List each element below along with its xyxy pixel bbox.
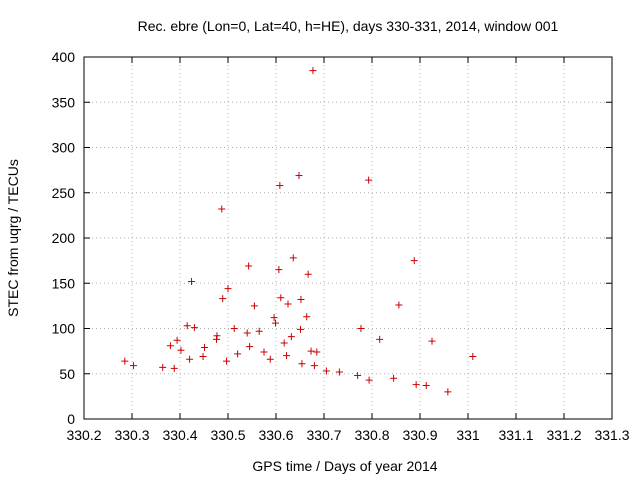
data-point (365, 376, 373, 384)
data-point (183, 322, 191, 330)
data-point (289, 254, 297, 262)
data-point (390, 374, 398, 382)
data-point (219, 295, 227, 303)
data-point (298, 360, 306, 368)
data-point (275, 266, 283, 274)
x-tick-label: 331.3 (594, 427, 629, 443)
data-point (412, 381, 420, 389)
y-tick-label: 0 (67, 411, 75, 427)
data-point (243, 329, 251, 337)
chart-title: Rec. ebre (Lon=0, Lat=40, h=HE), days 33… (138, 18, 559, 34)
y-tick-label: 200 (52, 230, 76, 246)
data-point (335, 368, 343, 376)
data-point (313, 348, 321, 356)
data-point (287, 333, 295, 341)
data-point (159, 363, 167, 371)
data-point (469, 353, 477, 361)
data-point (255, 327, 263, 335)
data-point (295, 172, 303, 180)
data-point (395, 301, 403, 309)
y-tick-label: 100 (52, 321, 76, 337)
data-point (283, 352, 291, 360)
data-point (224, 285, 232, 293)
data-point (121, 357, 129, 365)
y-tick-labels: 0 50 100 150 200 250 300 350 400 (52, 49, 76, 427)
data-point (234, 350, 242, 358)
data-point (303, 313, 311, 321)
data-point (230, 325, 238, 332)
x-tick-label: 331 (456, 427, 480, 443)
x-tick-label: 330.7 (306, 427, 341, 443)
data-point (280, 339, 288, 347)
data-point (186, 355, 194, 363)
data-point (276, 182, 284, 190)
y-tick-label: 300 (52, 140, 76, 156)
x-tick-labels: 330.2 330.3 330.4 330.5 330.6 330.7 330.8 330.9… (66, 427, 629, 443)
y-axis-label: STEC from uqrg / TECUs (5, 159, 21, 317)
data-point (200, 344, 208, 351)
data-point (376, 335, 384, 343)
data-point (129, 362, 137, 370)
data-point (296, 325, 304, 333)
x-tick-label: 330.5 (210, 427, 245, 443)
x-tick-label: 330.8 (354, 427, 389, 443)
data-points (121, 67, 477, 396)
data-point (260, 348, 268, 356)
data-point (310, 362, 318, 370)
data-point (223, 357, 231, 365)
data-point (277, 294, 285, 302)
data-point (245, 262, 253, 270)
grid-lines (84, 57, 612, 419)
data-point (410, 257, 418, 265)
data-point (304, 270, 312, 278)
y-tick-label: 250 (52, 185, 76, 201)
data-point (188, 277, 196, 285)
x-tick-label: 330.2 (66, 427, 101, 443)
data-point (428, 337, 436, 345)
data-point (166, 342, 174, 350)
data-point (246, 343, 254, 351)
data-point (177, 346, 185, 354)
y-tick-label: 400 (52, 49, 76, 65)
data-point (354, 372, 362, 380)
data-point (218, 205, 226, 213)
data-point (170, 364, 178, 372)
x-tick-label: 330.6 (258, 427, 293, 443)
data-point (266, 355, 274, 363)
data-point (444, 388, 452, 396)
data-point (199, 353, 207, 361)
data-point (307, 347, 315, 355)
data-point (297, 296, 305, 304)
data-point (284, 300, 292, 308)
data-point (322, 367, 330, 375)
data-point (365, 176, 373, 184)
x-tick-label: 330.9 (402, 427, 437, 443)
x-tick-label: 331.2 (546, 427, 581, 443)
x-tick-label: 330.3 (114, 427, 149, 443)
x-tick-label: 330.4 (162, 427, 197, 443)
data-point (357, 325, 365, 332)
data-point (309, 67, 317, 75)
data-point (173, 336, 181, 344)
data-point (270, 314, 278, 322)
y-tick-label: 150 (52, 275, 76, 291)
data-point (422, 382, 430, 390)
y-tick-label: 350 (52, 94, 76, 110)
data-point (272, 319, 280, 327)
y-tick-label: 50 (59, 366, 75, 382)
axis-ticks (83, 56, 613, 420)
x-tick-label: 331.1 (498, 427, 533, 443)
data-point (212, 335, 220, 343)
x-axis-label: GPS time / Days of year 2014 (252, 458, 437, 474)
data-point (250, 302, 258, 310)
data-point (190, 324, 198, 332)
